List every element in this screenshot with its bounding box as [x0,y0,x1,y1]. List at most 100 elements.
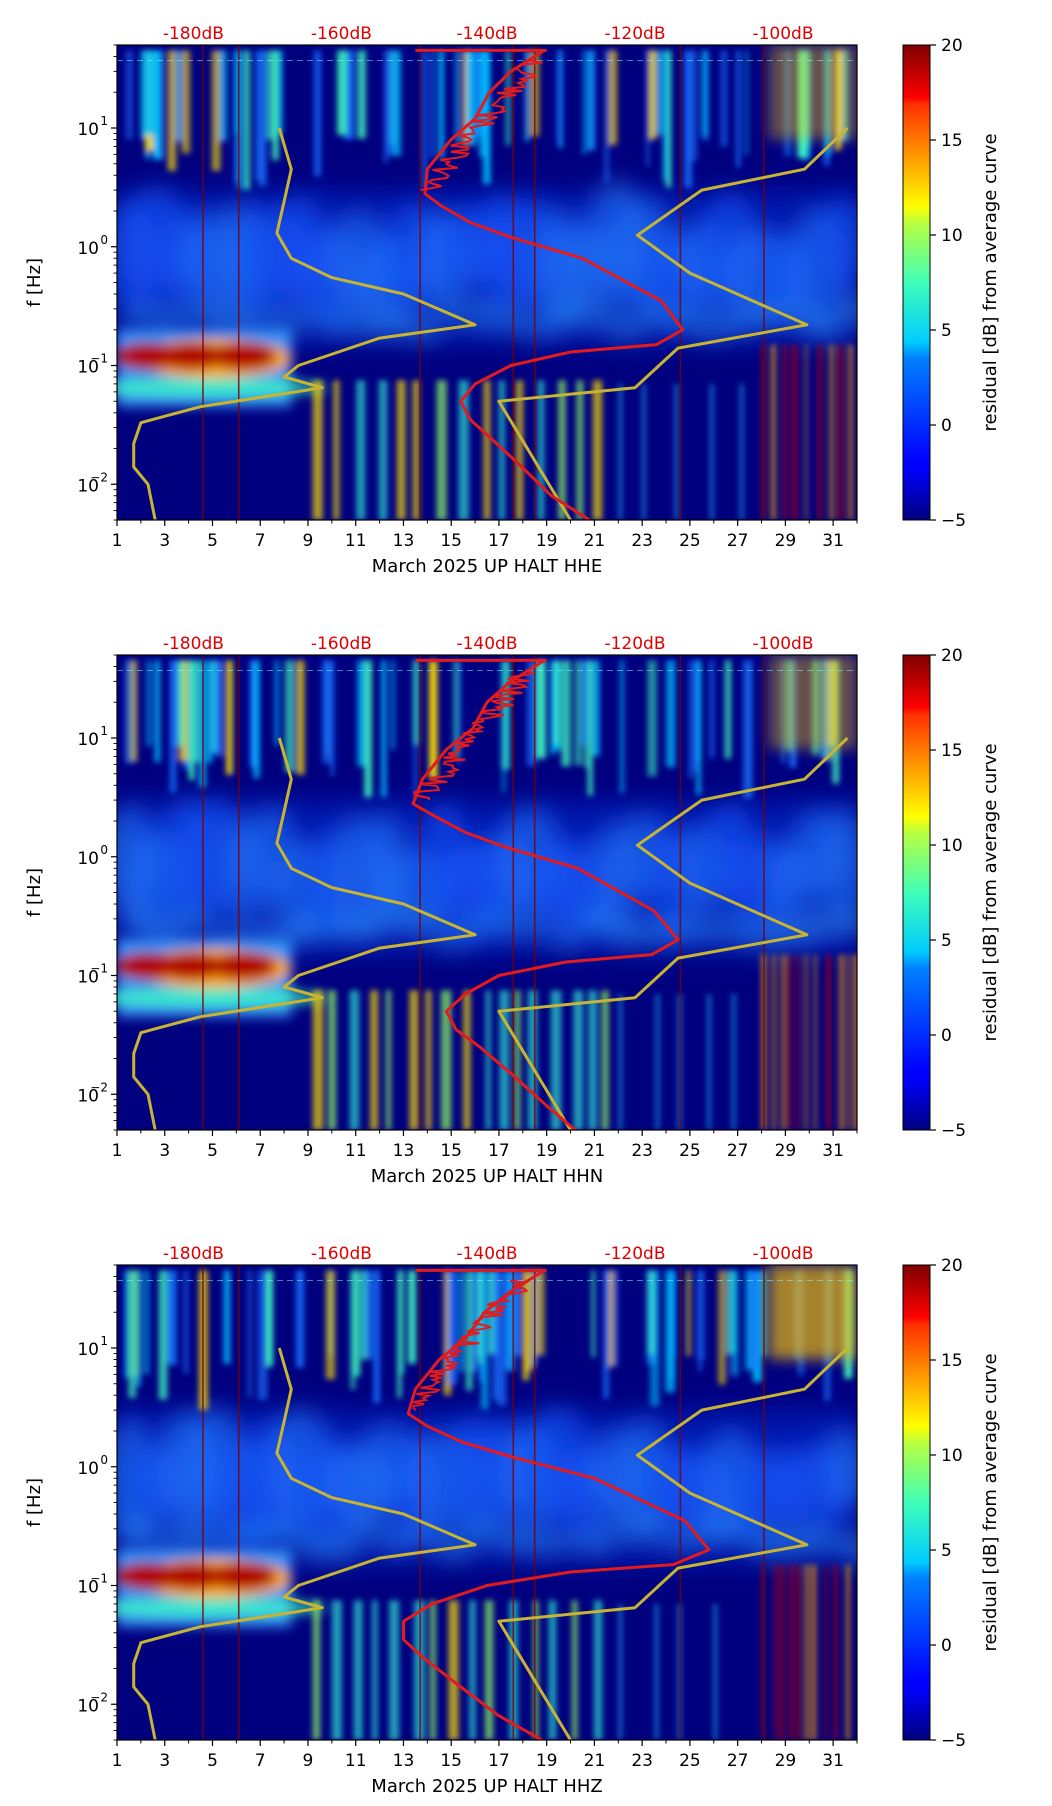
average-curve-line [423,49,685,520]
x-tick-label: 1 [112,531,123,551]
colorbar-tick-label: 10 [941,226,963,246]
db-scale-label: -160dB [311,634,372,654]
y-axis-label: f [Hz] [24,258,45,307]
db-scale-label: -180dB [163,634,224,654]
x-tick-label: 3 [159,531,170,551]
spectrogram-heatmap [117,1265,857,1740]
y-tick-label: 10 [77,1340,99,1360]
y-tick-exponent: −2 [90,470,108,484]
x-tick-label: 31 [822,1141,844,1161]
low-frequency-streaks [312,45,857,520]
db-scale-label: -120dB [604,634,665,654]
x-tick-label: 31 [822,1751,844,1771]
db-scale-label: -120dB [604,1244,665,1264]
x-tick-label: 1 [112,1141,123,1161]
colorbar-tick-label: −5 [941,1731,966,1751]
colorbar-tick-label: 10 [941,836,963,856]
y-tick-exponent: 0 [100,233,108,247]
microseism-band [117,1549,328,1627]
db-scale-label: -160dB [311,24,372,44]
x-axis-label: March 2025 UP HALT HHN [371,1166,604,1187]
x-tick-label: 27 [727,1751,749,1771]
x-tick-label: 29 [775,1141,797,1161]
colorbar-tick-label: 0 [941,1636,952,1656]
x-tick-label: 15 [440,531,462,551]
x-tick-label: 27 [727,1141,749,1161]
y-tick-exponent: −1 [90,1572,108,1586]
y-axis-label: f [Hz] [24,868,45,917]
db-scale-label: -140dB [456,24,517,44]
colorbar-tick-label: −5 [941,511,966,531]
colorbar [902,654,931,1131]
x-tick-label: 3 [159,1751,170,1771]
y-tick-label: 10 [77,849,99,869]
y-tick-exponent: −1 [90,962,108,976]
db-scale-label: -120dB [604,24,665,44]
high-frequency-bursts [124,1270,853,1410]
noise-model-high-line [497,126,849,520]
x-tick-label: 31 [822,531,844,551]
colorbar-tick-label: 15 [941,1351,963,1371]
microseism-cloud [117,1404,857,1565]
colorbar [902,44,931,521]
x-tick-label: 27 [727,531,749,551]
spectrogram-heatmap [117,655,857,1130]
x-tick-label: 17 [488,531,510,551]
y-tick-label: 10 [77,120,99,140]
y-tick-label: 10 [77,1696,99,1716]
y-tick-label: 10 [77,1578,99,1598]
colorbar-label: residual [dB] from average curve [980,743,1001,1041]
y-tick-exponent: −2 [90,1080,108,1094]
x-tick-label: 13 [393,1751,415,1771]
microseism-band [117,939,328,1017]
x-tick-label: 19 [536,1751,558,1771]
colorbar [902,1264,931,1741]
average-curve-line [402,1269,711,1740]
colorbar-tick-label: 20 [941,1256,963,1276]
x-tick-label: 13 [393,1141,415,1161]
colorbar-tick-label: 0 [941,416,952,436]
x-tick-label: 9 [303,531,314,551]
x-tick-label: 21 [584,531,606,551]
x-axis-label: March 2025 UP HALT HHE [372,556,602,577]
x-axis-label: March 2025 UP HALT HHZ [371,1776,602,1797]
noise-model-low-line [132,127,477,520]
x-tick-label: 25 [679,1751,701,1771]
x-tick-label: 9 [303,1141,314,1161]
db-scale-label: -140dB [456,1244,517,1264]
x-tick-label: 17 [488,1751,510,1771]
noise-model-low-line [132,737,477,1130]
colorbar-label: residual [dB] from average curve [980,1353,1001,1651]
high-frequency-bursts [124,660,840,799]
x-tick-label: 7 [255,1751,266,1771]
colorbar-tick-label: 20 [941,646,963,666]
noise-model-low-line [132,1347,477,1740]
x-tick-label: 17 [488,1141,510,1161]
y-tick-label: 10 [77,1086,99,1106]
y-tick-exponent: 1 [100,114,108,128]
x-tick-label: 9 [303,1751,314,1771]
x-tick-label: 21 [584,1141,606,1161]
x-tick-label: 23 [631,1751,653,1771]
x-tick-label: 7 [255,531,266,551]
db-scale-label: -160dB [311,1244,372,1264]
colorbar-tick-label: −5 [941,1121,966,1141]
x-tick-label: 25 [679,531,701,551]
x-tick-label: 1 [112,1751,123,1771]
x-tick-label: 5 [207,531,218,551]
x-tick-label: 11 [345,531,367,551]
x-tick-label: 15 [440,1751,462,1771]
x-tick-label: 5 [207,1141,218,1161]
average-curve-jitter [412,669,536,801]
spectrogram-heatmap [117,45,857,520]
x-tick-label: 21 [584,1751,606,1771]
colorbar-tick-label: 5 [941,931,952,951]
x-tick-label: 11 [345,1751,367,1771]
colorbar-tick-label: 5 [941,321,952,341]
y-axis-label: f [Hz] [24,1478,45,1527]
average-curve-jitter [412,1279,529,1411]
microseism-cloud [117,180,857,345]
y-tick-label: 10 [77,1459,99,1479]
